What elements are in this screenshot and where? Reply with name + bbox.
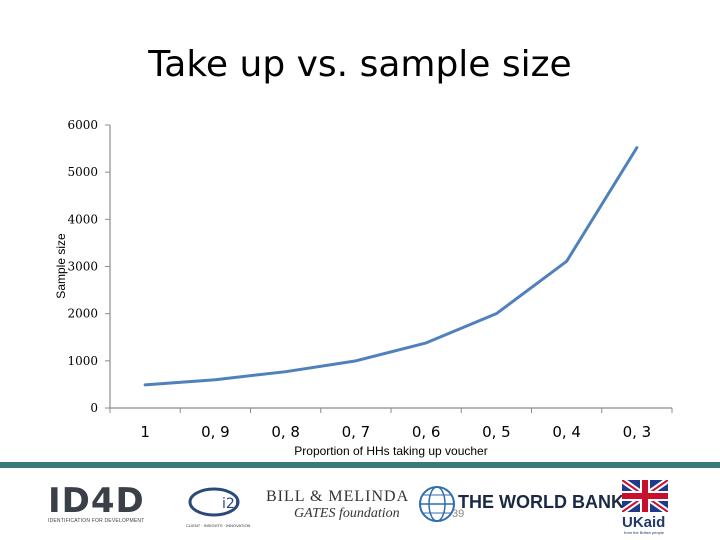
gates-foundation-logo: BILL & MELINDA GATES foundation xyxy=(266,488,410,521)
i2i-logo: i2i CLIENT · INSIGHTS · INNOVATION xyxy=(186,484,252,528)
x-tick-label: 0, 8 xyxy=(271,423,300,441)
y-tick-label: 3000 xyxy=(67,260,98,274)
union-flag-icon xyxy=(620,477,670,515)
page-title: Take up vs. sample size xyxy=(148,44,572,85)
globe-icon xyxy=(419,486,455,522)
series-layer xyxy=(143,146,639,387)
x-tick-label: 0, 9 xyxy=(201,423,230,441)
x-tick-label: 0, 3 xyxy=(623,423,652,441)
i2i-swirl-icon: i2i xyxy=(188,487,240,517)
footer-logos: ID4D IDENTIFICATION FOR DEVELOPMENT i2i … xyxy=(0,472,720,540)
x-axis: 1 0, 9 0, 8 0, 7 0, 6 0, 5 0, 4 0, 3 xyxy=(109,407,673,441)
x-tick-label: 0, 7 xyxy=(342,423,371,441)
x-axis-label: Proportion of HHs taking up voucher xyxy=(294,444,487,458)
series-line xyxy=(143,146,639,387)
y-axis-label: Sample size xyxy=(54,233,68,299)
id4d-logo: ID4D IDENTIFICATION FOR DEVELOPMENT xyxy=(48,481,145,524)
y-tick-label: 0 xyxy=(90,401,98,415)
footer-divider xyxy=(0,462,720,468)
x-tick-label: 0, 6 xyxy=(412,423,441,441)
x-tick-label: 0, 5 xyxy=(482,423,511,441)
x-tick-label: 0, 4 xyxy=(552,423,581,441)
y-tick-label: 5000 xyxy=(67,165,98,179)
ukaid-logo: UKaid from the British people xyxy=(620,477,670,536)
page-number: 39 xyxy=(452,508,465,520)
y-tick-label: 6000 xyxy=(67,118,98,132)
y-tick-label: 4000 xyxy=(67,212,98,226)
svg-text:i2i: i2i xyxy=(222,496,239,512)
y-axis: 0 1000 2000 3000 4000 5000 6000 xyxy=(67,118,111,415)
y-tick-label: 2000 xyxy=(67,307,98,321)
world-bank-logo: THE WORLD BANK xyxy=(418,484,624,528)
line-chart: 0 1000 2000 3000 4000 5000 6000 1 0, 9 0, 8 0, 7 0… xyxy=(54,118,673,458)
x-tick-label: 1 xyxy=(140,423,150,441)
y-tick-label: 1000 xyxy=(67,354,98,368)
